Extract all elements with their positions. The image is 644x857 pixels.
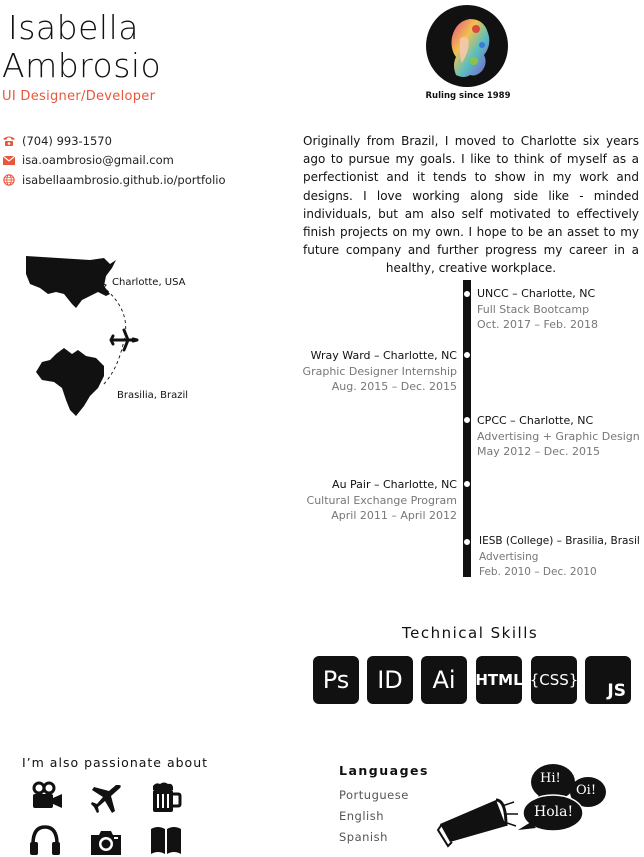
passions-title: I’m also passionate about (22, 755, 209, 770)
bubble-oi: Oi! (576, 783, 597, 798)
profile-portrait-icon (451, 19, 490, 77)
contact-phone[interactable]: (704) 993-1570 (2, 134, 112, 148)
html-icon: HTML (475, 656, 523, 704)
timeline-dates: Feb. 2010 – Dec. 2010 (479, 566, 597, 578)
last-name: Ambrosio (2, 46, 162, 85)
timeline-entry: CPCC – Charlotte, NC Advertising + Graph… (477, 413, 640, 460)
timeline-title: Au Pair – Charlotte, NC (332, 478, 457, 491)
language-item: English (339, 809, 385, 823)
bubble-hi: Hi! (540, 771, 561, 786)
languages-title: Languages (339, 763, 429, 778)
beer-mug-icon (153, 782, 182, 812)
timeline-title: Wray Ward – Charlotte, NC (310, 349, 457, 362)
video-camera-icon (32, 781, 62, 808)
globe-icon (3, 174, 15, 186)
contact-email[interactable]: isa.oambrosio@gmail.com (2, 153, 174, 167)
avatar (426, 5, 508, 87)
timeline-dot (463, 351, 471, 359)
headphones-icon (30, 825, 60, 855)
phone-icon (3, 136, 15, 146)
contact-website[interactable]: isabellaambrosio.github.io/portfolio (2, 173, 226, 187)
bubble-hola: Hola! (534, 804, 574, 820)
indesign-icon: ID (367, 656, 413, 704)
illustrator-icon: Ai (421, 656, 467, 704)
photoshop-icon: Ps (313, 656, 359, 704)
first-name: Isabella (8, 8, 139, 47)
timeline-subtitle: Graphic Designer Internship (302, 364, 457, 378)
destination-label: Charlotte, USA (112, 277, 186, 288)
timeline-dot (463, 416, 471, 424)
timeline-entry: IESB (College) – Brasilia, Brasil Advert… (479, 534, 640, 581)
brazil-map-icon (36, 348, 104, 416)
website-text: isabellaambrosio.github.io/portfolio (22, 173, 226, 187)
email-text: isa.oambrosio@gmail.com (22, 153, 174, 167)
timeline-title: CPCC – Charlotte, NC (477, 414, 594, 427)
phone-text: (704) 993-1570 (22, 134, 112, 148)
airplane-route-icon (109, 328, 139, 352)
book-icon (151, 827, 181, 854)
timeline-dates: Oct. 2017 – Feb. 2018 (477, 318, 598, 331)
timeline-subtitle: Advertising + Graphic Design (477, 429, 640, 443)
skills-title: Technical Skills (402, 624, 539, 642)
javascript-icon: JS (585, 656, 631, 704)
timeline-dot (463, 538, 471, 546)
timeline-entry: UNCC – Charlotte, NC Full Stack Bootcamp… (477, 286, 598, 333)
airplane-icon (91, 785, 121, 813)
timeline-dot (463, 290, 471, 298)
language-item: Portuguese (339, 788, 409, 802)
bio-paragraph: Originally from Brazil, I moved to Charl… (303, 134, 639, 276)
css-icon: {CSS} (530, 656, 578, 704)
timeline-subtitle: Advertising (479, 550, 539, 563)
timeline-dates: May 2012 – Dec. 2015 (477, 445, 600, 458)
timeline-entry: Au Pair – Charlotte, NC Cultural Exchang… (307, 477, 457, 524)
timeline-bar (463, 280, 471, 577)
timeline-title: UNCC – Charlotte, NC (477, 287, 596, 300)
language-item: Spanish (339, 830, 388, 844)
origin-label: Brasilia, Brazil (117, 390, 189, 401)
megaphone-illustration (436, 764, 606, 848)
timeline-title: IESB (College) – Brasilia, Brasil (479, 535, 640, 547)
timeline-entry: Wray Ward – Charlotte, NC Graphic Design… (303, 348, 457, 395)
avatar-caption: Ruling since 1989 (425, 91, 511, 101)
envelope-icon (2, 155, 16, 165)
megaphone-icon (436, 798, 508, 848)
timeline-subtitle: Cultural Exchange Program (306, 493, 457, 507)
travel-map (26, 256, 139, 416)
photo-camera-icon (91, 831, 121, 855)
timeline-dot (463, 480, 471, 488)
timeline-dates: Aug. 2015 – Dec. 2015 (331, 380, 457, 393)
speech-bubble-icon (518, 764, 606, 832)
job-role: UI Designer/Developer (2, 89, 156, 104)
timeline-subtitle: Full Stack Bootcamp (477, 302, 590, 316)
timeline-dates: April 2011 – April 2012 (331, 509, 457, 522)
usa-map-icon (26, 256, 116, 308)
